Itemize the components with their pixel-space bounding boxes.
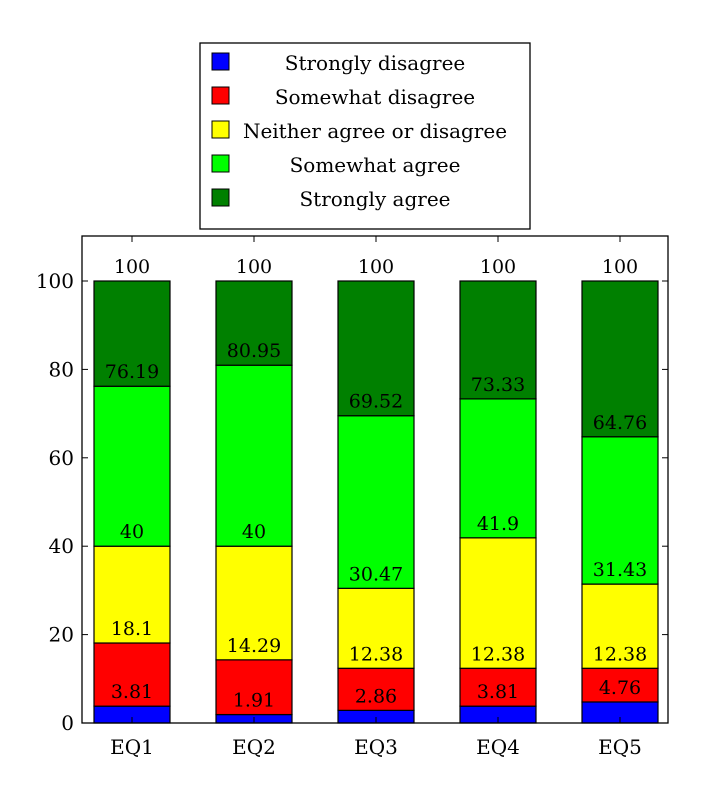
data-label-eq2-s5: 100	[236, 256, 272, 278]
bar-segment-eq5-s3	[581, 583, 659, 669]
data-label-eq3-s5: 100	[358, 256, 394, 278]
bar-segment-eq3-s5	[337, 280, 415, 417]
data-label-eq4-s4: 73.33	[471, 374, 525, 396]
data-label-eq5-s2: 12.38	[593, 643, 647, 665]
data-label-eq1-s3: 40	[120, 521, 144, 543]
data-label-eq3-s2: 12.38	[349, 643, 403, 665]
y-tick-label-40: 40	[49, 534, 74, 558]
data-label-eq1-s5: 100	[114, 256, 150, 278]
bar-segment-eq4-s2	[459, 667, 537, 707]
bar-segment-eq2-s4	[215, 364, 293, 547]
legend-swatch-5	[211, 188, 230, 207]
data-label-eq1-s4: 76.19	[105, 361, 159, 383]
data-label-eq5-s3: 31.43	[593, 559, 647, 581]
data-label-eq2-s1: 1.91	[233, 690, 275, 712]
legend-swatch-2	[211, 86, 230, 105]
bar-segment-eq5-s2	[581, 667, 659, 703]
legend-swatch-4	[211, 154, 230, 173]
data-label-eq4-s1: 3.81	[477, 681, 519, 703]
bar-segment-eq2-s2	[215, 659, 293, 716]
y-tick-label-60: 60	[49, 446, 74, 470]
bar-segment-eq2-s3	[215, 545, 293, 661]
bar-segment-eq4-s5	[459, 280, 537, 400]
legend-label-5: Strongly agree	[299, 187, 450, 211]
data-label-eq2-s3: 40	[242, 521, 266, 543]
data-label-eq2-s2: 14.29	[227, 635, 281, 657]
x-tick-label-eq1: EQ1	[110, 735, 154, 759]
bar-segment-eq3-s3	[337, 587, 415, 669]
legend-swatch-3	[211, 120, 230, 139]
y-tick-label-0: 0	[61, 711, 74, 735]
data-label-eq3-s1: 2.86	[355, 685, 397, 707]
data-label-eq4-s3: 41.9	[477, 513, 519, 535]
bar-segment-eq2-s5	[215, 280, 293, 366]
bar-segment-eq5-s4	[581, 436, 659, 585]
bar-segment-eq4-s4	[459, 398, 537, 539]
data-label-eq1-s2: 18.1	[111, 618, 153, 640]
plot-frame	[81, 235, 669, 724]
bar-segment-eq4-s3	[459, 537, 537, 669]
data-label-eq3-s4: 69.52	[349, 391, 403, 413]
x-tick-label-eq3: EQ3	[354, 735, 398, 759]
y-tick-label-100: 100	[36, 269, 74, 293]
legend-box	[199, 42, 531, 230]
legend-label-1: Strongly disagree	[285, 51, 466, 75]
data-label-eq5-s1: 4.76	[599, 677, 641, 699]
legend-label-3: Neither agree or disagree	[243, 119, 507, 143]
data-label-eq3-s3: 30.47	[349, 563, 403, 585]
y-tick-label-20: 20	[49, 623, 74, 647]
x-tick-label-eq5: EQ5	[598, 735, 642, 759]
x-tick-label-eq4: EQ4	[476, 735, 520, 759]
data-label-eq5-s5: 100	[602, 256, 638, 278]
legend-label-2: Somewhat disagree	[275, 85, 475, 109]
legend-label-4: Somewhat agree	[290, 153, 461, 177]
data-label-eq5-s4: 64.76	[593, 412, 647, 434]
bar-segment-eq1-s5	[93, 280, 171, 387]
bar-segment-eq1-s4	[93, 385, 171, 547]
data-label-eq1-s1: 3.81	[111, 681, 153, 703]
y-tick-label-80: 80	[49, 357, 74, 381]
x-tick-label-eq2: EQ2	[232, 735, 276, 759]
data-label-eq4-s2: 12.38	[471, 643, 525, 665]
bar-segment-eq1-s2	[93, 642, 171, 707]
bar-segment-eq5-s5	[581, 280, 659, 438]
data-label-eq2-s4: 80.95	[227, 340, 281, 362]
data-label-eq4-s5: 100	[480, 256, 516, 278]
legend: Strongly disagree Somewhat disagree Neithe…	[199, 42, 531, 230]
bar-segment-eq3-s2	[337, 667, 415, 711]
legend-swatch-1	[211, 52, 230, 71]
